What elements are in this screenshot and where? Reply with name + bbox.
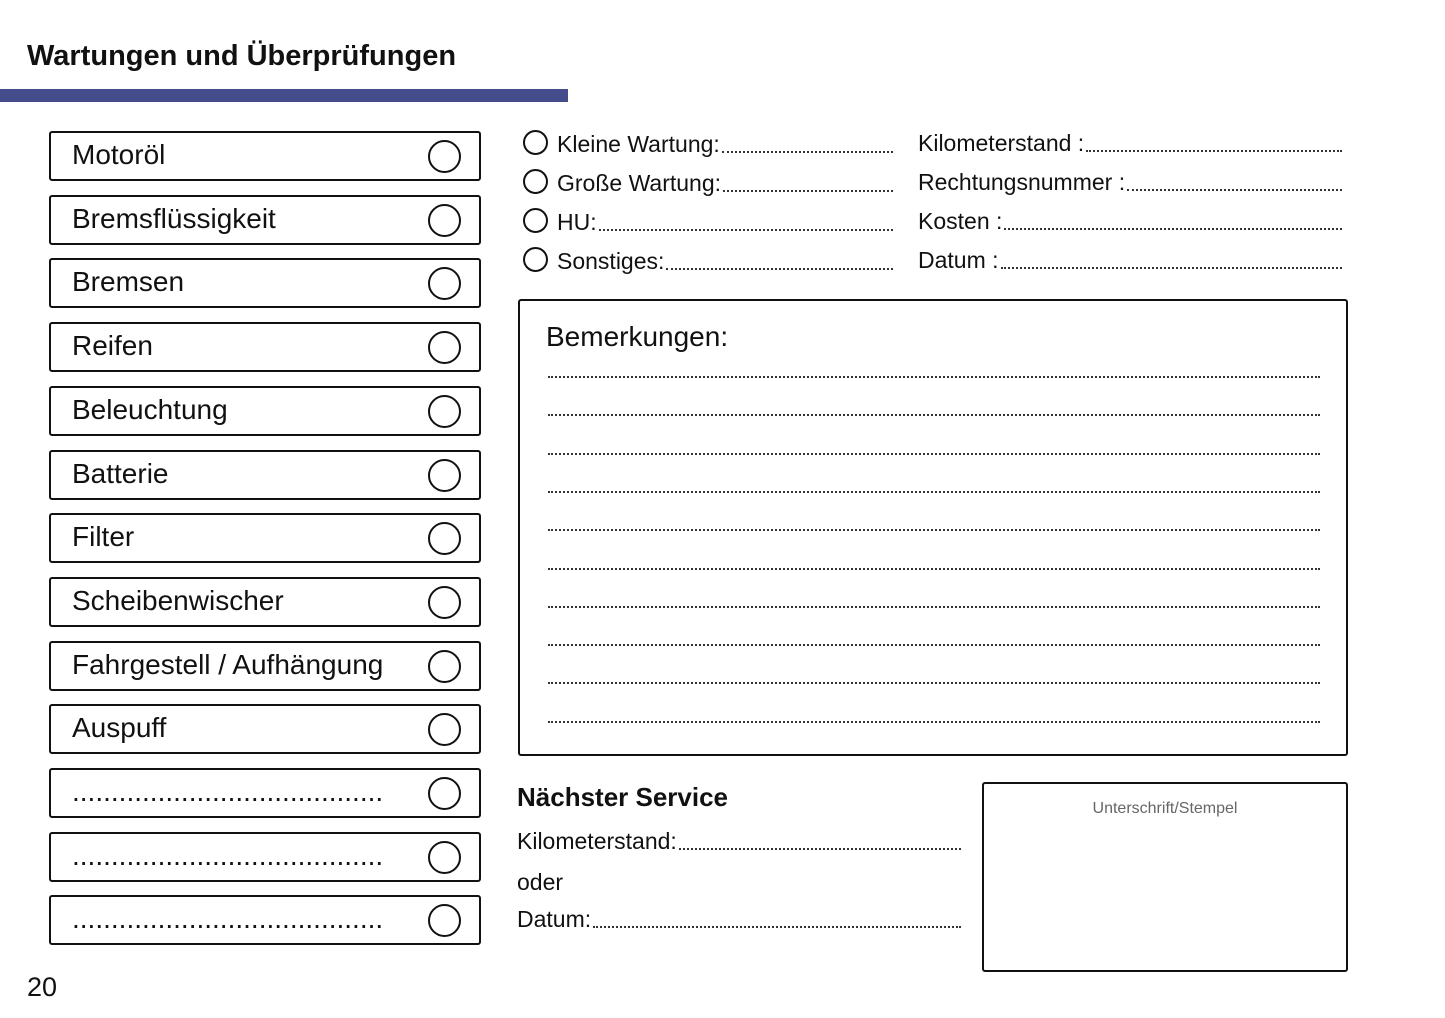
detail-field[interactable]: Datum : [918, 247, 1342, 274]
header-accent-bar [0, 89, 568, 102]
checklist-item-label: Fahrgestell / Aufhängung [72, 648, 384, 680]
remarks-box: Bemerkungen: [518, 299, 1348, 756]
dotted-line[interactable] [721, 150, 893, 153]
checkbox-circle-icon[interactable] [428, 331, 461, 365]
checklist-item: Reifen [49, 322, 481, 373]
remarks-dotted-line[interactable] [548, 529, 1320, 532]
checkbox-circle-icon[interactable] [428, 904, 461, 938]
dotted-line[interactable] [1004, 227, 1342, 230]
checkbox-circle-icon[interactable] [428, 267, 461, 301]
next-service-km-field[interactable]: Kilometerstand: [517, 828, 961, 855]
remarks-dotted-line[interactable] [548, 605, 1320, 608]
detail-label: Datum : [918, 247, 999, 273]
dotted-line[interactable] [593, 925, 961, 928]
radio-circle-icon[interactable] [523, 169, 548, 194]
checklist-item-label: Filter [72, 521, 135, 553]
checklist-item-label: Reifen [72, 330, 153, 362]
checklist-item-label: Batterie [72, 457, 169, 489]
dotted-line[interactable] [1000, 266, 1342, 269]
checklist-item: ........................................ [49, 831, 481, 882]
checklist-item: Filter [49, 513, 481, 564]
remarks-title: Bemerkungen: [546, 321, 729, 352]
dotted-line[interactable] [1086, 149, 1342, 152]
checklist-item: Batterie [49, 449, 481, 500]
checklist-item: Bremsen [49, 258, 481, 309]
detail-field[interactable]: Rechtungsnummer : [918, 169, 1342, 196]
dotted-line[interactable] [678, 847, 961, 850]
next-service-date-field[interactable]: Datum: [517, 906, 961, 933]
radio-circle-icon[interactable] [523, 247, 548, 272]
remarks-dotted-line[interactable] [548, 644, 1320, 647]
remarks-dotted-line[interactable] [548, 376, 1320, 378]
checklist-item-label: Bremsen [72, 266, 185, 298]
checklist-item-label: Auspuff [72, 712, 167, 744]
checklist-item: Auspuff [49, 704, 481, 755]
service-type-option[interactable]: HU: [523, 208, 893, 236]
checkbox-circle-icon[interactable] [428, 840, 461, 874]
dotted-line[interactable] [666, 267, 893, 270]
checklist-item: Scheibenwischer [49, 576, 481, 627]
remarks-dotted-line[interactable] [548, 452, 1320, 455]
checklist-item: Fahrgestell / Aufhängung [49, 640, 481, 691]
checklist-item: Bremsflüssigkeit [49, 194, 481, 245]
service-type-label: HU: [557, 209, 597, 235]
signature-stamp-box[interactable]: Unterschrift/Stempel [982, 782, 1348, 972]
detail-field[interactable]: Kosten : [918, 208, 1342, 235]
dotted-line[interactable] [598, 228, 893, 231]
remarks-dotted-line[interactable] [548, 567, 1320, 570]
next-service-km-label: Kilometerstand: [517, 828, 677, 854]
checklist-item-label: Bremsflüssigkeit [72, 202, 276, 234]
checkbox-circle-icon[interactable] [428, 203, 461, 237]
dotted-line[interactable] [1127, 188, 1342, 191]
checkbox-circle-icon[interactable] [428, 585, 461, 619]
service-type-option[interactable]: Kleine Wartung: [523, 130, 893, 158]
service-type-label: Sonstiges: [557, 248, 665, 274]
remarks-dotted-line[interactable] [548, 490, 1320, 493]
service-type-option[interactable]: Große Wartung: [523, 169, 893, 197]
next-service-title: Nächster Service [517, 782, 729, 812]
next-service-date-label: Datum: [517, 906, 592, 932]
service-type-label: Große Wartung: [557, 170, 722, 196]
remarks-dotted-line[interactable] [548, 414, 1320, 417]
checklist-item-label: Scheibenwischer [72, 584, 284, 616]
radio-circle-icon[interactable] [523, 208, 548, 233]
checklist-item-label: Motoröl [72, 139, 166, 170]
or-label: oder [517, 869, 564, 895]
detail-field[interactable]: Kilometerstand : [918, 130, 1342, 157]
checklist-item: ........................................ [49, 895, 481, 946]
detail-label: Kilometerstand : [918, 130, 1085, 156]
checkbox-circle-icon[interactable] [428, 140, 461, 173]
checkbox-circle-icon[interactable] [428, 522, 461, 556]
checklist-item: Beleuchtung [49, 385, 481, 436]
checklist-item-label: ........................................ [72, 776, 384, 807]
remarks-dotted-line[interactable] [548, 720, 1320, 723]
checklist-item-label: Beleuchtung [72, 393, 228, 425]
detail-label: Rechtungsnummer : [918, 169, 1126, 195]
radio-circle-icon[interactable] [523, 130, 548, 155]
checkbox-circle-icon[interactable] [428, 458, 461, 492]
checklist-item: ........................................ [49, 768, 481, 818]
checkbox-circle-icon[interactable] [428, 649, 461, 683]
checklist-item-label: ........................................ [72, 839, 384, 871]
service-type-option[interactable]: Sonstiges: [523, 247, 893, 275]
checkbox-circle-icon[interactable] [428, 394, 461, 428]
checkbox-circle-icon[interactable] [428, 713, 461, 747]
service-type-label: Kleine Wartung: [557, 131, 720, 157]
checklist-item-label: ........................................ [72, 903, 384, 935]
remarks-dotted-line[interactable] [548, 682, 1320, 685]
page-number: 20 [27, 972, 58, 1002]
dotted-line[interactable] [723, 189, 893, 192]
signature-label: Unterschrift/Stempel [1092, 800, 1238, 817]
checklist-item: Motoröl [49, 131, 481, 181]
detail-label: Kosten : [918, 208, 1003, 234]
page-title: Wartungen und Überprüfungen [27, 40, 457, 72]
checkbox-circle-icon[interactable] [428, 777, 461, 810]
